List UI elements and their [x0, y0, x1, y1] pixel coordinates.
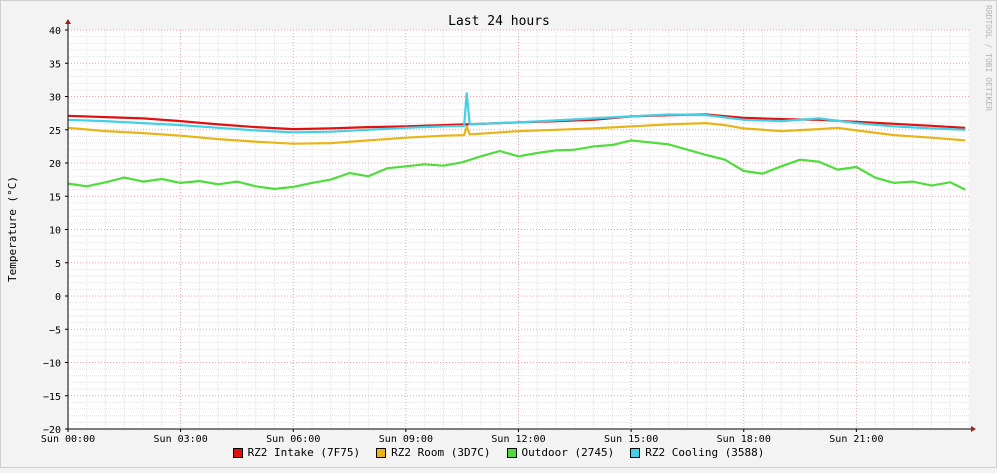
y-tick-label: 15 [49, 192, 61, 203]
legend: RZ2 Intake (7F75) RZ2 Room (3D7C) Outdoor … [0, 445, 997, 461]
legend-label: RZ2 Intake (7F75) [247, 446, 361, 459]
rrdtool-watermark: RRDTOOL / TOBI OETIKER [984, 5, 993, 111]
chart-title: Last 24 hours [448, 14, 550, 29]
y-tick-label: −20 [43, 425, 61, 436]
y-tick-label: 30 [49, 93, 61, 104]
y-axis-label: Temperature (°C) [6, 176, 19, 282]
series-line-3 [67, 139, 966, 191]
legend-swatch [630, 448, 641, 458]
x-tick-label: Sun 00:00 [41, 434, 95, 445]
x-tick-labels: Sun 00:00 Sun 03:00 Sun 06:00 Sun 09:00 Sun … [41, 434, 884, 445]
x-tick-label: Sun 15:00 [604, 434, 658, 445]
x-tick-label: Sun 03:00 [154, 434, 208, 445]
legend-swatch [376, 448, 387, 458]
y-tick-label: −10 [43, 359, 61, 370]
legend-swatch [506, 448, 517, 458]
x-tick-label: Sun 21:00 [829, 434, 883, 445]
legend-item-3: Outdoor (2745) [506, 445, 615, 461]
y-tick-label: 35 [49, 59, 61, 70]
x-tick-label: Sun 12:00 [491, 434, 545, 445]
y-tick-label: 20 [49, 159, 61, 170]
y-tick-label: −15 [43, 392, 61, 403]
y-tick-label: 5 [55, 259, 61, 270]
legend-item-1: RZ2 Intake (7F75) [232, 445, 361, 461]
series-line-2 [67, 121, 966, 145]
y-tick-label: 0 [55, 292, 61, 303]
legend-item-2: RZ2 Room (3D7C) [376, 445, 491, 461]
x-tick-label: Sun 06:00 [266, 434, 320, 445]
series-line-4 [67, 92, 966, 134]
legend-label: Outdoor (2745) [521, 446, 615, 459]
legend-swatch [232, 448, 243, 458]
axes [65, 19, 976, 432]
y-tick-label: 10 [49, 226, 61, 237]
y-tick-label: −5 [49, 325, 61, 336]
legend-label: RZ2 Cooling (3588) [645, 446, 765, 459]
y-tick-label: 40 [49, 26, 61, 37]
x-axis-arrow [971, 426, 976, 432]
y-axis-arrow [65, 19, 71, 24]
legend-item-4: RZ2 Cooling (3588) [630, 445, 764, 461]
x-tick-label: Sun 18:00 [717, 434, 771, 445]
y-tick-labels: −20 −15 −10 −5 0 5 10 15 20 25 30 35 40 [43, 26, 61, 436]
x-tick-label: Sun 09:00 [379, 434, 433, 445]
series-layer [67, 92, 966, 191]
y-tick-label: 25 [49, 126, 61, 137]
legend-label: RZ2 Room (3D7C) [391, 446, 491, 459]
